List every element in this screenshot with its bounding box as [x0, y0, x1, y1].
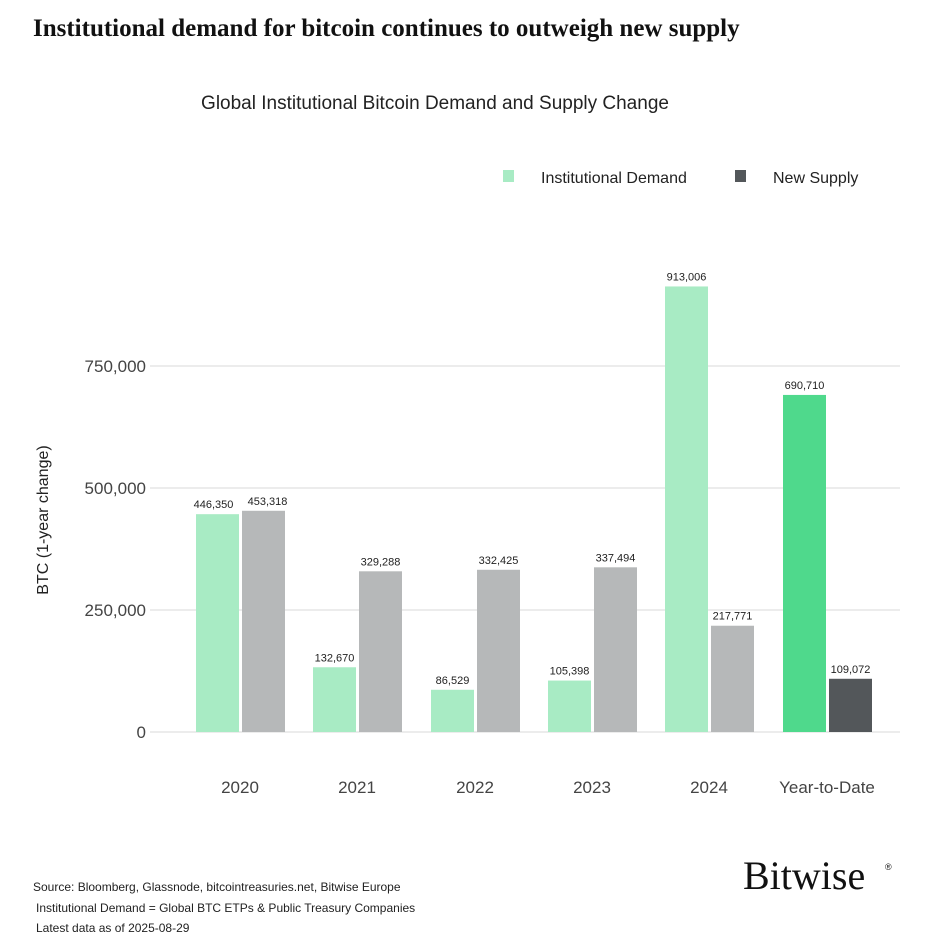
x-tick-label: Year-to-Date — [779, 778, 875, 797]
legend: Institutional Demand New Supply — [503, 170, 858, 187]
data-label: 690,710 — [785, 380, 825, 392]
demand-bar — [431, 689, 474, 732]
supply-bar — [359, 571, 402, 732]
y-tick-label: 500,000 — [85, 479, 146, 498]
data-label: 913,006 — [667, 271, 707, 283]
chart-title: Global Institutional Bitcoin Demand and … — [201, 93, 669, 114]
headline: Institutional demand for bitcoin continu… — [33, 15, 740, 42]
x-tick-label: 2020 — [221, 778, 259, 797]
legend-label-demand: Institutional Demand — [541, 170, 687, 187]
legend-label-supply: New Supply — [773, 170, 858, 187]
y-tick-label: 250,000 — [85, 601, 146, 620]
data-label: 337,494 — [596, 552, 636, 564]
y-axis-label: BTC (1-year change) — [35, 445, 52, 594]
registered-mark: ® — [885, 862, 892, 872]
legend-swatch-demand — [503, 170, 514, 182]
data-label: 105,398 — [550, 666, 590, 678]
data-label: 132,670 — [315, 652, 355, 664]
y-tick-label: 750,000 — [85, 357, 146, 376]
data-label: 332,425 — [479, 555, 519, 567]
footnote-definition: Institutional Demand = Global BTC ETPs &… — [36, 901, 415, 915]
demand-bar — [665, 286, 708, 732]
footnote-source: Source: Bloomberg, Glassnode, bitcointre… — [33, 880, 401, 894]
legend-swatch-supply — [735, 170, 746, 182]
x-tick-label: 2021 — [338, 778, 376, 797]
supply-bar — [829, 678, 872, 732]
bitwise-logo: Bitwise — [743, 853, 865, 898]
demand-bar — [548, 680, 591, 732]
supply-bar — [242, 510, 285, 732]
demand-bar — [313, 667, 356, 732]
x-tick-label: 2022 — [456, 778, 494, 797]
supply-bar — [711, 625, 754, 732]
data-label: 109,072 — [831, 664, 871, 676]
data-label: 217,771 — [713, 611, 753, 623]
data-label: 329,288 — [361, 556, 401, 568]
supply-bar — [477, 569, 520, 732]
x-tick-label: 2023 — [573, 778, 611, 797]
data-label: 446,350 — [194, 499, 234, 511]
data-label: 453,318 — [248, 496, 288, 508]
x-tick-label: 2024 — [690, 778, 728, 797]
demand-bar — [196, 514, 239, 732]
y-tick-label: 0 — [137, 723, 146, 742]
data-label: 86,529 — [436, 675, 470, 687]
demand-bar — [783, 394, 826, 732]
footnote-latest: Latest data as of 2025-08-29 — [36, 921, 190, 935]
supply-bar — [594, 567, 637, 732]
